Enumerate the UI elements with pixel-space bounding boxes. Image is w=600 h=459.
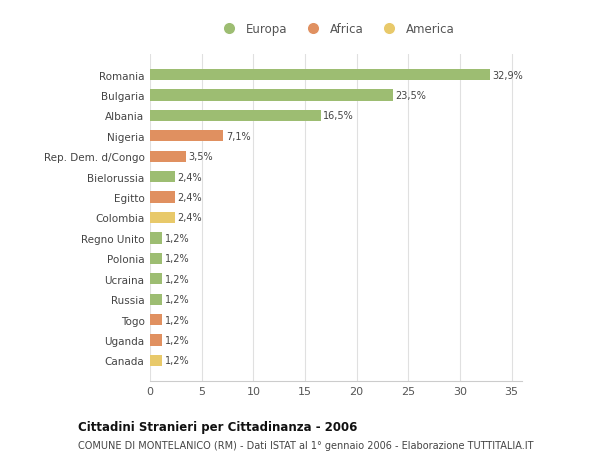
- Text: 2,4%: 2,4%: [178, 172, 202, 182]
- Bar: [150, 151, 186, 162]
- Text: 1,2%: 1,2%: [165, 295, 190, 304]
- Text: 1,2%: 1,2%: [165, 233, 190, 243]
- Bar: [150, 213, 175, 224]
- Text: 16,5%: 16,5%: [323, 111, 354, 121]
- Text: 1,2%: 1,2%: [165, 335, 190, 345]
- Bar: [150, 111, 320, 122]
- Text: 1,2%: 1,2%: [165, 315, 190, 325]
- Bar: [150, 335, 163, 346]
- Text: 32,9%: 32,9%: [493, 71, 523, 80]
- Text: 1,2%: 1,2%: [165, 356, 190, 365]
- Bar: [150, 355, 163, 366]
- Bar: [150, 192, 175, 203]
- Text: 7,1%: 7,1%: [226, 132, 251, 141]
- Text: COMUNE DI MONTELANICO (RM) - Dati ISTAT al 1° gennaio 2006 - Elaborazione TUTTIT: COMUNE DI MONTELANICO (RM) - Dati ISTAT …: [78, 440, 533, 450]
- Bar: [150, 274, 163, 285]
- Bar: [150, 90, 393, 101]
- Legend: Europa, Africa, America: Europa, Africa, America: [212, 19, 460, 41]
- Bar: [150, 131, 223, 142]
- Bar: [150, 233, 163, 244]
- Bar: [150, 294, 163, 305]
- Bar: [150, 172, 175, 183]
- Bar: [150, 314, 163, 325]
- Text: Cittadini Stranieri per Cittadinanza - 2006: Cittadini Stranieri per Cittadinanza - 2…: [78, 420, 358, 433]
- Text: 3,5%: 3,5%: [189, 152, 214, 162]
- Text: 1,2%: 1,2%: [165, 274, 190, 284]
- Text: 2,4%: 2,4%: [178, 213, 202, 223]
- Text: 23,5%: 23,5%: [395, 91, 426, 101]
- Text: 1,2%: 1,2%: [165, 254, 190, 264]
- Bar: [150, 70, 490, 81]
- Text: 2,4%: 2,4%: [178, 193, 202, 203]
- Bar: [150, 253, 163, 264]
